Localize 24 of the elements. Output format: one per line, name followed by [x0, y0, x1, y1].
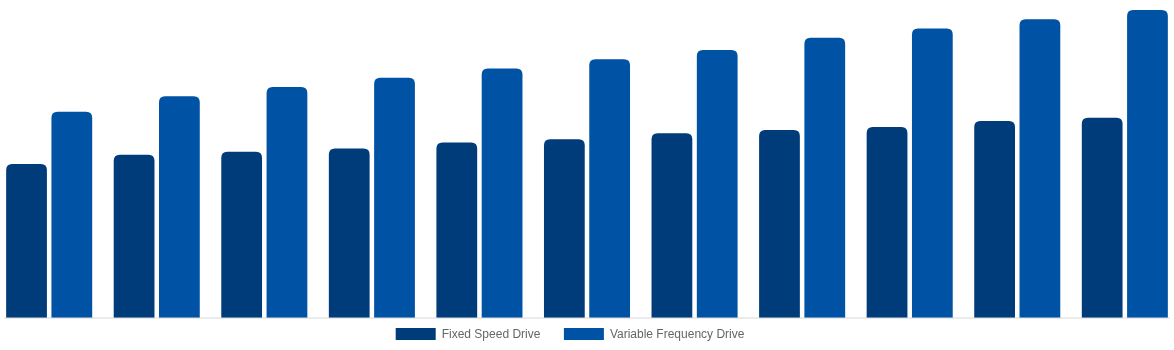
- bar: [911, 28, 953, 318]
- legend-label: Fixed Speed Drive: [441, 327, 541, 341]
- bar: [266, 87, 308, 318]
- bar: [866, 127, 908, 318]
- bar: [159, 96, 200, 318]
- bar: [6, 164, 47, 318]
- bar: [1127, 10, 1168, 318]
- bar: [589, 59, 631, 318]
- bar: [804, 37, 846, 318]
- bar: [651, 133, 693, 318]
- bar: [481, 68, 523, 318]
- bar: [374, 77, 415, 318]
- bar: [1019, 19, 1061, 318]
- bar: [759, 130, 800, 318]
- bar: [696, 50, 738, 318]
- bar: [113, 154, 155, 318]
- bar: [974, 120, 1015, 318]
- bar: [543, 139, 585, 318]
- legend-label: Variable Frequency Drive: [609, 327, 745, 341]
- bar: [51, 111, 93, 318]
- bar: [1081, 117, 1123, 318]
- bar: [436, 142, 478, 318]
- bar: [328, 148, 370, 318]
- bar: [221, 151, 263, 318]
